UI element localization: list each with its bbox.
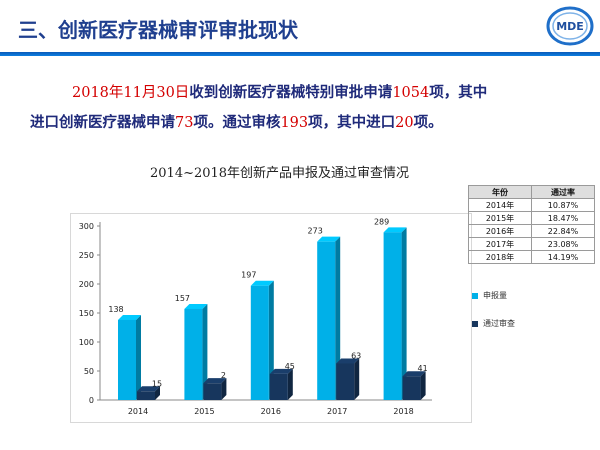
bar-side bbox=[221, 378, 227, 400]
x-tick-label: 2016 bbox=[261, 407, 281, 416]
data-label: 289 bbox=[374, 217, 389, 226]
legend-item-apply: 申报量 bbox=[472, 290, 507, 301]
data-label: 63 bbox=[351, 351, 361, 360]
y-tick-label: 150 bbox=[79, 309, 94, 318]
table-cell-rate: 18.47% bbox=[531, 211, 595, 225]
table-cell-year: 2014年 bbox=[468, 198, 532, 212]
bar-top bbox=[317, 236, 341, 242]
bar-top bbox=[336, 358, 360, 364]
table-cell-rate: 22.84% bbox=[531, 224, 595, 238]
summary-fragment: 项。 bbox=[413, 114, 443, 131]
bar bbox=[137, 391, 155, 400]
data-label: 41 bbox=[418, 364, 428, 373]
bar-side bbox=[401, 227, 407, 400]
summary-fragment: 项，其中 bbox=[429, 84, 488, 101]
legend-item-pass: 通过审查 bbox=[472, 318, 515, 329]
data-label: 197 bbox=[241, 271, 256, 280]
slide-title: 三、创新医疗器械审评审批现状 bbox=[18, 18, 298, 42]
summary-fragment: 项。通过审核 bbox=[193, 114, 281, 131]
y-tick-label: 200 bbox=[79, 280, 94, 289]
bar bbox=[118, 319, 136, 400]
bar-side bbox=[155, 386, 160, 400]
bar-top bbox=[137, 386, 160, 392]
table-header-row: 年份 通过率 bbox=[468, 185, 595, 199]
data-label: 45 bbox=[285, 362, 295, 371]
legend-swatch-apply bbox=[472, 292, 478, 299]
chart-plot-frame bbox=[70, 213, 472, 423]
summary-highlight: 193 bbox=[280, 115, 309, 131]
table-cell-year: 2018年 bbox=[468, 250, 532, 264]
chart-title: 2014~2018年创新产品申报及通过审查情况 bbox=[150, 166, 410, 181]
pass-rate-table: 年份 通过率 2014年 10.87% 2015年 18.47% 2016年 22.8… bbox=[468, 185, 595, 264]
summary-text: 2018年11月30日收到创新医疗器械特别审批申请1054项，其中 进口创新医疗… bbox=[30, 78, 590, 138]
summary-line-2: 进口创新医疗器械申请73项。通过审核193项，其中进口20项。 bbox=[30, 108, 590, 138]
bar-top bbox=[402, 371, 426, 377]
y-tick-label: 100 bbox=[79, 338, 94, 347]
bar-side bbox=[287, 368, 293, 400]
summary-fragment: 项，其中进口 bbox=[308, 114, 396, 131]
y-tick-label: 250 bbox=[79, 251, 94, 260]
bar bbox=[317, 241, 336, 400]
data-label: 15 bbox=[152, 379, 162, 388]
summary-highlight: 2018年11月30日 bbox=[72, 85, 190, 101]
bar bbox=[250, 285, 269, 400]
bar-top bbox=[203, 378, 227, 384]
summary-line-1: 2018年11月30日收到创新医疗器械特别审批申请1054项，其中 bbox=[30, 78, 590, 108]
legend-label-apply: 申报量 bbox=[483, 291, 507, 300]
data-label: 157 bbox=[175, 294, 190, 303]
bar bbox=[184, 308, 203, 400]
summary-highlight: 73 bbox=[175, 115, 194, 131]
bar-side bbox=[136, 314, 141, 400]
bar-top bbox=[184, 303, 208, 309]
header-divider bbox=[0, 52, 600, 56]
legend-label-pass: 通过审查 bbox=[483, 319, 515, 328]
summary-fragment: 收到创新医疗器械特别审批申请 bbox=[189, 84, 393, 101]
bar bbox=[269, 373, 288, 400]
table-row: 2014年 10.87% bbox=[468, 198, 595, 212]
bar-side bbox=[420, 371, 426, 400]
bar-top bbox=[383, 227, 407, 233]
y-tick-label: 50 bbox=[84, 367, 94, 376]
x-tick-label: 2017 bbox=[327, 407, 347, 416]
bar-side bbox=[268, 280, 274, 400]
data-label: 138 bbox=[108, 305, 123, 314]
table-row: 2018年 14.19% bbox=[468, 250, 595, 264]
summary-highlight: 1054 bbox=[392, 85, 430, 101]
bar bbox=[203, 383, 222, 400]
bar-top bbox=[118, 314, 141, 320]
y-tick-label: 0 bbox=[89, 396, 94, 405]
y-tick-label: 300 bbox=[79, 222, 94, 231]
table-row: 2016年 22.84% bbox=[468, 224, 595, 238]
table-row: 2017年 23.08% bbox=[468, 237, 595, 251]
summary-fragment: 进口创新医疗器械申请 bbox=[30, 114, 175, 131]
bar bbox=[402, 376, 421, 400]
table-cell-rate: 10.87% bbox=[531, 198, 595, 212]
table-header-rate: 通过率 bbox=[531, 185, 595, 199]
bar-top bbox=[250, 280, 274, 286]
table-cell-year: 2017年 bbox=[468, 237, 532, 251]
table-row: 2015年 18.47% bbox=[468, 211, 595, 225]
x-tick-label: 2014 bbox=[128, 407, 148, 416]
bar bbox=[383, 232, 402, 400]
legend-swatch-pass bbox=[472, 320, 478, 327]
table-cell-year: 2016年 bbox=[468, 224, 532, 238]
data-label: 273 bbox=[308, 227, 323, 236]
x-tick-label: 2015 bbox=[194, 407, 214, 416]
bar-side bbox=[335, 236, 341, 400]
bar bbox=[336, 363, 355, 400]
logo-text: MDE bbox=[556, 20, 584, 33]
bar-side bbox=[354, 358, 360, 400]
data-label: 2 bbox=[221, 371, 226, 380]
table-cell-year: 2015年 bbox=[468, 211, 532, 225]
slide-header: 三、创新医疗器械审评审批现状 MDE bbox=[0, 0, 600, 52]
table-cell-rate: 23.08% bbox=[531, 237, 595, 251]
summary-highlight: 20 bbox=[395, 115, 414, 131]
table-cell-rate: 14.19% bbox=[531, 250, 595, 264]
bar-side bbox=[202, 303, 208, 400]
table-header-year: 年份 bbox=[468, 185, 532, 199]
x-tick-label: 2018 bbox=[393, 407, 413, 416]
mde-logo-icon: MDE bbox=[546, 6, 594, 46]
bar-top bbox=[269, 368, 293, 374]
